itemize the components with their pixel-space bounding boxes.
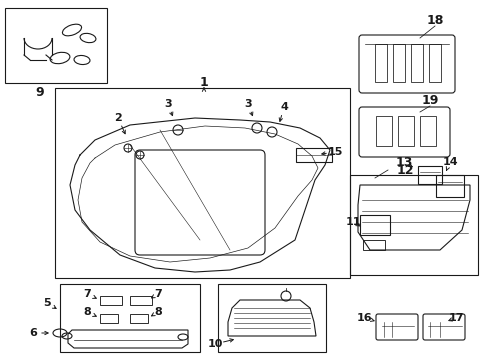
Bar (359, 215, 389, 235)
Text: 14: 14 (441, 157, 457, 167)
Bar (419, 116, 435, 146)
Text: 4: 4 (280, 102, 287, 112)
Text: 3: 3 (164, 99, 171, 109)
Text: 16: 16 (356, 313, 372, 323)
Bar (130, 296, 152, 305)
Text: 6: 6 (29, 328, 37, 338)
Text: 8: 8 (83, 307, 91, 317)
Text: 12: 12 (395, 163, 413, 176)
Bar (55, 88, 349, 278)
Bar (374, 44, 386, 82)
Text: 13: 13 (394, 156, 412, 168)
Bar (218, 284, 325, 352)
Bar (60, 284, 200, 352)
Text: 19: 19 (421, 94, 438, 107)
Bar (417, 166, 441, 184)
Bar (362, 240, 384, 250)
Text: 18: 18 (426, 13, 443, 27)
Text: 9: 9 (36, 85, 44, 99)
Text: 7: 7 (154, 289, 162, 299)
Text: 1: 1 (199, 76, 208, 89)
Bar (349, 175, 477, 275)
Text: 10: 10 (207, 339, 222, 349)
Text: 8: 8 (154, 307, 162, 317)
Bar (5, 8, 107, 83)
Bar (295, 148, 331, 162)
Text: 11: 11 (345, 217, 360, 227)
Bar (435, 175, 463, 197)
Text: 17: 17 (447, 313, 463, 323)
Text: 5: 5 (43, 298, 51, 308)
Bar (130, 314, 148, 323)
Bar (397, 116, 413, 146)
Text: 2: 2 (114, 113, 122, 123)
Text: 7: 7 (83, 289, 91, 299)
Bar (100, 314, 118, 323)
Bar (100, 296, 122, 305)
Bar (392, 44, 404, 82)
Text: 3: 3 (244, 99, 251, 109)
Text: 15: 15 (326, 147, 342, 157)
Bar (375, 116, 391, 146)
Bar (410, 44, 422, 82)
Bar (428, 44, 440, 82)
